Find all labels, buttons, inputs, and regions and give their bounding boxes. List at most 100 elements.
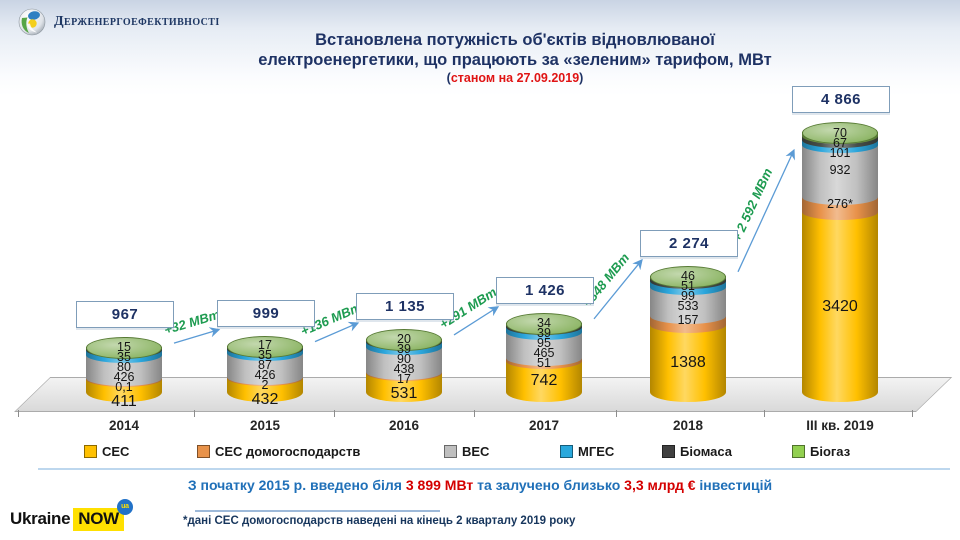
axis-tick bbox=[764, 410, 765, 417]
value-label-МГЕС: 95 bbox=[537, 335, 551, 350]
legend-label: СЕС домогосподарств bbox=[215, 444, 361, 459]
value-label-Біомаса: 39 bbox=[397, 341, 411, 356]
bar-2015 bbox=[227, 96, 303, 440]
value-label-СЕС: 411 bbox=[111, 392, 137, 410]
value-label-Біогаз: 17 bbox=[258, 338, 272, 353]
legend-label: ВЕС bbox=[462, 444, 490, 459]
legend-item-ses-home: СЕС домогосподарств bbox=[197, 444, 360, 459]
legend-item-biomass: Біомаса bbox=[662, 444, 732, 459]
legend-item-ves: ВЕС bbox=[444, 444, 489, 459]
summary-capacity-value: 3 899 МВт bbox=[405, 477, 474, 493]
value-label-СЕС: 3420 bbox=[822, 298, 858, 316]
legend-swatch-ses-home bbox=[197, 445, 210, 458]
axis-tick bbox=[194, 410, 195, 417]
cylinder-top-ellipse bbox=[227, 335, 303, 358]
as-of-date: станом на 27.09.2019 bbox=[450, 71, 580, 85]
value-label-СЕС домогосподарств: 276* bbox=[827, 196, 853, 211]
x-axis-label: 2017 bbox=[528, 418, 560, 433]
value-label-СЕС домогосподарств: 157 bbox=[677, 312, 699, 327]
value-label-СЕС: 1388 bbox=[670, 354, 706, 372]
header-band: Держенергоефективності Встановлена потуж… bbox=[0, 0, 960, 96]
total-box: 2 274 bbox=[640, 229, 738, 257]
value-label-СЕС: 742 bbox=[530, 372, 558, 390]
legend-divider-line bbox=[38, 468, 950, 470]
value-label-СЕС домогосподарств: 0,1 bbox=[115, 379, 133, 394]
value-label-Біогаз: 15 bbox=[117, 339, 131, 354]
total-box: 1 135 bbox=[356, 292, 454, 320]
value-label-ВЕС: 426 bbox=[113, 369, 135, 384]
value-label-СЕС: 432 bbox=[251, 391, 279, 409]
agency-name: Держенергоефективності bbox=[54, 14, 220, 29]
ukraine-now-logo: Ukraine NOW ua bbox=[10, 498, 133, 532]
value-label-Біомаса: 35 bbox=[258, 348, 272, 363]
legend-swatch-biogas bbox=[792, 445, 805, 458]
chart-title-line1: Встановлена потужність об'єктів відновлю… bbox=[315, 31, 715, 49]
value-label-ВЕС: 438 bbox=[393, 361, 415, 376]
total-box: 999 bbox=[217, 299, 315, 327]
value-label-СЕС домогосподарств: 2 bbox=[261, 378, 269, 393]
legend-label: СЕС bbox=[102, 444, 130, 459]
bar-2018 bbox=[650, 96, 726, 440]
value-label-ВЕС: 932 bbox=[829, 163, 851, 178]
value-label-СЕС домогосподарств: 51 bbox=[537, 355, 551, 370]
value-label-МГЕС: 87 bbox=[258, 358, 272, 373]
legend: СЕС СЕС домогосподарств ВЕС МГЕС Біомаса… bbox=[0, 444, 960, 466]
bar-2017 bbox=[506, 96, 582, 440]
brand-ukraine: Ukraine bbox=[10, 509, 71, 528]
x-axis-label: 2016 bbox=[388, 418, 420, 433]
axis-tick bbox=[334, 410, 335, 417]
bar-2014 bbox=[86, 96, 162, 440]
bar-2016 bbox=[366, 96, 442, 440]
value-label-Біомаса: 67 bbox=[833, 135, 847, 150]
footnote-line bbox=[195, 510, 440, 512]
summary-text: З початку 2015 р. введено біля 3 899 МВт… bbox=[187, 477, 773, 493]
axis-tick bbox=[18, 410, 19, 417]
agency-logo-icon bbox=[18, 8, 46, 36]
cylinder-top-ellipse bbox=[802, 122, 878, 144]
x-axis-label: 2015 bbox=[249, 418, 281, 433]
value-label-Біомаса: 51 bbox=[681, 279, 695, 294]
value-label-ВЕС: 465 bbox=[533, 345, 555, 360]
value-label-ВЕС: 533 bbox=[677, 299, 699, 314]
summary-investment-value: 3,3 млрд € bbox=[624, 477, 696, 493]
axis-tick bbox=[474, 410, 475, 417]
value-label-Біомаса: 35 bbox=[117, 349, 131, 364]
axis-tick bbox=[912, 410, 913, 417]
value-label-МГЕС: 80 bbox=[117, 359, 131, 374]
legend-label: Біомаса bbox=[680, 444, 733, 459]
legend-item-mges: МГЕС bbox=[560, 444, 614, 459]
total-box: 1 426 bbox=[496, 276, 594, 304]
legend-swatch-ves bbox=[444, 445, 457, 458]
value-label-МГЕС: 90 bbox=[397, 351, 411, 366]
total-box: 4 866 bbox=[792, 86, 890, 113]
value-label-Біогаз: 34 bbox=[537, 315, 551, 330]
cylinder-top-ellipse bbox=[506, 312, 582, 335]
agency-logo: Держенергоефективності bbox=[18, 8, 220, 36]
bar-III кв. 2019 bbox=[802, 96, 878, 440]
value-label-СЕС: 531 bbox=[390, 384, 418, 402]
legend-swatch-ses bbox=[84, 445, 97, 458]
legend-item-biogas: Біогаз bbox=[792, 444, 850, 459]
chart-title-block: Встановлена потужність об'єктів відновлю… bbox=[225, 30, 805, 87]
cylinder-top-ellipse bbox=[650, 265, 726, 288]
stacked-cylinder-chart: 15 35 80 426 0,1 411 967 2014 17 35 87 426 2 432 999 20… bbox=[0, 86, 960, 440]
value-label-Біогаз: 70 bbox=[833, 125, 847, 140]
value-label-СЕС домогосподарств: 17 bbox=[397, 371, 411, 386]
bar-segment-СЕС bbox=[650, 324, 726, 402]
value-label-МГЕС: 101 bbox=[829, 145, 851, 160]
x-axis-label: III кв. 2019 bbox=[806, 418, 874, 433]
value-label-МГЕС: 99 bbox=[681, 289, 695, 304]
legend-item-ses: СЕС bbox=[84, 444, 129, 459]
footnote: *дані СЕС домогосподарств наведені на кі… bbox=[183, 515, 576, 527]
value-label-Біогаз: 46 bbox=[681, 269, 695, 284]
legend-label: Біогаз bbox=[810, 444, 851, 459]
value-label-Біомаса: 39 bbox=[537, 325, 551, 340]
total-box: 967 bbox=[76, 301, 174, 329]
cylinder-top-ellipse bbox=[86, 337, 162, 360]
bar-segment-ВЕС bbox=[802, 145, 878, 205]
x-axis-label: 2014 bbox=[108, 418, 140, 433]
bar-segment-СЕС bbox=[802, 212, 878, 402]
cylinder-top-ellipse bbox=[366, 328, 442, 351]
value-label-ВЕС: 426 bbox=[254, 368, 276, 383]
